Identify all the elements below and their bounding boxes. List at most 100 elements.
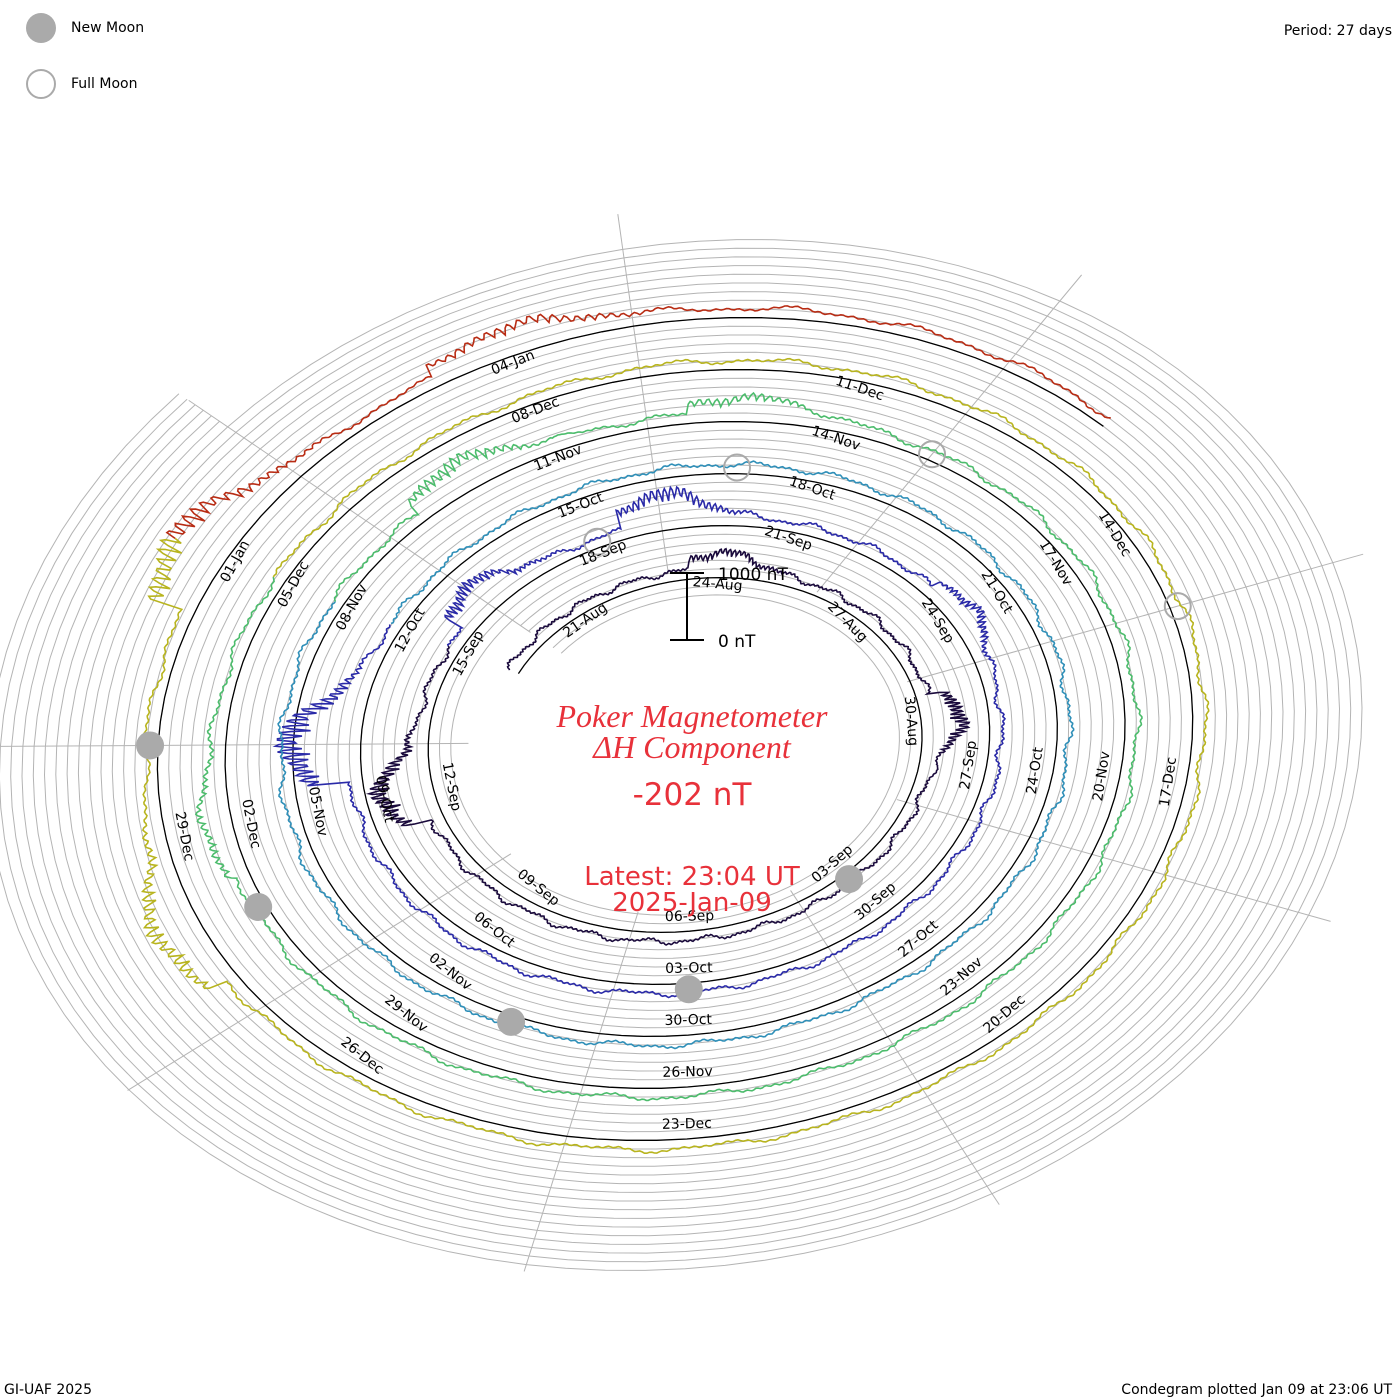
date-label: 05-Nov <box>305 785 331 837</box>
grid-spoke <box>523 911 639 1272</box>
full-moon-marker <box>1163 592 1192 621</box>
grid-spiral <box>371 533 979 977</box>
grid-spiral <box>269 455 1081 1055</box>
grid-spoke <box>0 742 469 747</box>
grid-spiral <box>43 282 1307 1228</box>
date-label: 30-Aug <box>901 696 921 747</box>
grid-spiral <box>303 481 1047 1029</box>
trace-series-1 <box>365 547 971 946</box>
current-value: -202 nT <box>633 777 753 813</box>
new-moon-marker <box>497 1007 526 1036</box>
grid-spiral <box>416 568 934 942</box>
date-label: 24-Sep <box>918 596 957 646</box>
date-label: 14-Dec <box>1095 509 1135 560</box>
trace-series-2 <box>272 485 1007 999</box>
date-label: 02-Dec <box>238 798 263 850</box>
full-moon-icon <box>26 69 56 99</box>
scale-bar: 1000 nT 0 nT <box>670 565 788 652</box>
full-moon-marker <box>723 453 752 482</box>
grid-spiral <box>337 507 1013 1003</box>
legend-full-moon-label: Full Moon <box>71 76 138 92</box>
trace-series-3 <box>277 460 1075 1050</box>
chart-subtitle: ΔH Component <box>591 729 792 765</box>
baseline-spiral <box>224 421 1126 1089</box>
date-label: 23-Dec <box>662 1116 712 1133</box>
grid-spoke <box>617 214 669 573</box>
period-label: Period: 27 days <box>1283 23 1392 39</box>
latest-date: 2025-Jan-09 <box>612 888 772 918</box>
trace-series-4 <box>194 391 1143 1102</box>
legend-full-moon: Full Moon <box>26 69 137 99</box>
date-label: 12-Sep <box>439 761 464 813</box>
grid-spiral <box>326 499 1024 1011</box>
footer-plot-time: Condegram plotted Jan 09 at 23:06 UT <box>1121 1382 1392 1398</box>
grid-spiral <box>10 256 1341 1254</box>
grid-spiral <box>179 386 1171 1124</box>
scale-bar-bottom-label: 0 nT <box>718 632 756 652</box>
grid-spiral <box>450 594 900 916</box>
grid-spoke <box>816 274 1083 593</box>
grid-spiral <box>21 265 1329 1245</box>
grid-spiral <box>258 447 1092 1063</box>
baseline-spiral <box>156 369 1194 1141</box>
baseline-spiral <box>427 576 923 934</box>
trace-series-5 <box>141 357 1210 1154</box>
date-label: 17-Nov <box>1036 538 1076 589</box>
latest-time: Latest: 23:04 UT <box>584 862 800 892</box>
grid-spiral <box>123 343 1228 1167</box>
date-label: 29-Dec <box>171 810 196 862</box>
grid-spiral <box>314 490 1036 1020</box>
scale-bar-top-label: 1000 nT <box>718 565 788 585</box>
grid-spiral <box>235 429 1115 1081</box>
baseline-layer <box>156 317 1194 1141</box>
new-moon-marker <box>244 892 273 921</box>
legend-new-moon-label: New Moon <box>71 20 145 36</box>
grid-spiral <box>190 395 1160 1115</box>
date-label: 27-Aug <box>824 599 870 646</box>
moon-layer <box>136 440 1192 1036</box>
spoke-layer <box>0 214 1364 1272</box>
date-label: 27-Sep <box>957 739 980 790</box>
grid-spoke <box>127 853 512 1091</box>
grid-spiral <box>0 239 1363 1271</box>
grid-spiral <box>32 273 1318 1237</box>
date-label: 21-Oct <box>977 568 1016 617</box>
grid-spiral <box>438 585 912 925</box>
date-label: 03-Oct <box>665 960 713 977</box>
new-moon-marker <box>674 975 703 1004</box>
trace-layer <box>141 305 1210 1154</box>
grid-spiral <box>134 351 1216 1159</box>
new-moon-marker <box>136 731 165 760</box>
baseline-spiral <box>226 317 1104 560</box>
new-moon-marker <box>835 865 864 894</box>
grid-spiral <box>111 334 1239 1176</box>
date-label: 30-Oct <box>664 1012 712 1029</box>
legend-new-moon: New Moon <box>26 13 144 43</box>
grid-spiral <box>213 412 1137 1098</box>
date-label: 09-Sep <box>514 866 563 909</box>
date-label: 21-Aug <box>560 600 610 642</box>
grid-spiral <box>55 291 1295 1219</box>
grid-spoke <box>188 399 531 633</box>
grid-spoke <box>790 890 1000 1205</box>
full-moon-marker <box>583 527 612 556</box>
grid-spiral <box>0 247 1352 1263</box>
grid-spiral <box>66 299 1284 1211</box>
date-label: 01-Jan <box>217 538 253 585</box>
chart-title: Poker Magnetometer <box>555 698 828 734</box>
date-label: 06-Sep <box>665 908 715 925</box>
footer-credit: GI-UAF 2025 <box>4 1382 92 1398</box>
grid-spoke <box>896 799 1331 922</box>
date-label: 20-Nov <box>1090 750 1113 802</box>
grid-spiral <box>382 542 968 968</box>
baseline-spiral <box>359 524 991 986</box>
full-moon-marker <box>918 440 947 469</box>
date-label: 24-Aug <box>692 574 743 595</box>
date-label: 26-Nov <box>662 1064 713 1081</box>
trace-series-6 <box>165 305 1111 540</box>
grid-spoke <box>907 553 1364 683</box>
new-moon-icon <box>26 13 56 43</box>
grid-layer <box>0 239 1363 1271</box>
grid-spiral <box>168 377 1182 1133</box>
baseline-spiral <box>292 472 1058 1038</box>
